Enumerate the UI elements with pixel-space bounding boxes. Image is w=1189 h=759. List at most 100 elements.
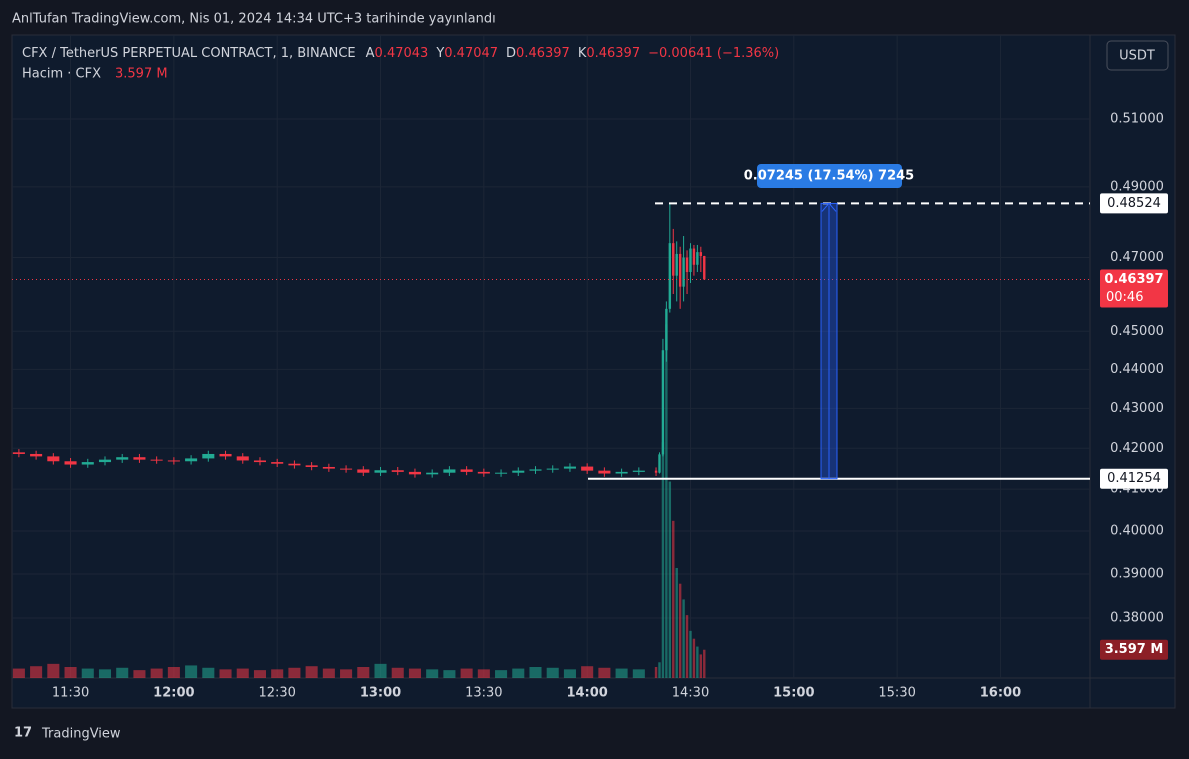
volume-bar	[495, 670, 508, 678]
last-price-tag: 0.46397	[1104, 272, 1163, 287]
volume-bar	[581, 666, 594, 678]
volume-tag: 3.597 M	[1105, 642, 1164, 657]
candle-body	[699, 252, 703, 257]
candle-body	[98, 459, 112, 463]
legend-item: 0.46397	[516, 46, 570, 61]
volume-bar	[357, 666, 370, 678]
candle-body	[167, 460, 180, 462]
legend-item: Y	[435, 46, 444, 61]
volume-bar	[699, 654, 703, 678]
x-tick-label: 13:30	[465, 686, 502, 701]
x-tick-label: 12:00	[153, 686, 194, 701]
candle-body	[443, 469, 456, 473]
volume	[12, 324, 706, 678]
candle-body	[668, 243, 672, 309]
candle-body	[632, 470, 645, 472]
candle-body	[665, 308, 668, 351]
volume-bar	[658, 662, 661, 678]
candle-body	[202, 453, 215, 459]
candle-body	[47, 456, 60, 462]
volume-bar	[529, 666, 542, 678]
currency[interactable]: USDT	[1119, 49, 1155, 64]
measure-label-bg	[757, 164, 902, 188]
last-price-bg	[1100, 269, 1168, 308]
candle-body	[116, 457, 129, 460]
candle-body	[675, 253, 678, 276]
volume-bar	[64, 666, 77, 678]
y-tick-label: 0.38000	[1110, 611, 1164, 626]
header: AnlTufan TradingView.com, Nis 01, 2024 1…	[12, 12, 496, 27]
candle-body	[678, 253, 682, 287]
candle-body	[512, 470, 525, 473]
x-tick-label: 14:30	[672, 686, 709, 701]
volume-bar	[288, 667, 301, 678]
candle-body	[391, 470, 404, 472]
volume-bar	[598, 667, 611, 678]
candle-body	[236, 456, 249, 461]
volume-bar	[98, 669, 112, 678]
volume-bar	[116, 667, 129, 678]
volume-bar	[665, 324, 668, 678]
candle-body	[546, 468, 559, 470]
volume-bar	[374, 663, 387, 678]
x-tick-label: 12:30	[258, 686, 295, 701]
volume-bar	[672, 520, 675, 678]
volume-bar	[703, 649, 706, 678]
volume-bar	[426, 669, 439, 678]
volume-bar	[443, 670, 456, 678]
volume-bar	[632, 669, 645, 678]
candle-body	[703, 255, 706, 280]
volume-bar	[563, 669, 576, 678]
countdown: 00:46	[1106, 290, 1143, 305]
candle-body	[654, 470, 658, 473]
candle-body	[30, 453, 43, 457]
volume-bar	[615, 668, 628, 678]
candle-body	[305, 465, 318, 467]
candle-body	[581, 466, 594, 471]
legend-item: D	[506, 46, 516, 61]
volume-bar	[696, 646, 699, 678]
candle-body	[696, 252, 699, 265]
volume-bar	[12, 668, 25, 678]
volume-bar	[202, 667, 215, 678]
candle-body	[563, 466, 576, 469]
legend-item: 0.46397	[586, 46, 640, 61]
volume-bar	[692, 638, 696, 678]
candle-body	[64, 461, 77, 465]
candle-body	[495, 472, 508, 474]
volume-bar	[271, 669, 284, 678]
candle-body	[340, 468, 353, 470]
volume-bar	[661, 442, 665, 678]
x-tick-label: 15:30	[878, 686, 915, 701]
candle-body	[150, 459, 163, 461]
volume-tag-bg	[1100, 639, 1168, 660]
legend-item: 0.47047	[444, 46, 498, 61]
volume-legend: 3.597 M	[115, 67, 168, 82]
y-tick-label: 0.42000	[1110, 441, 1164, 456]
volume-bar	[460, 668, 473, 678]
candle-body	[219, 453, 232, 457]
volume-bar	[81, 668, 94, 678]
measure-label: 0.07245 (17.54%) 7245	[744, 169, 914, 184]
candle-body	[288, 463, 301, 466]
low-price-tag: 0.41254	[1107, 471, 1161, 486]
candle-body	[658, 454, 661, 473]
overlays: 0.07245 (17.54%) 7245	[12, 164, 1090, 480]
candle-body	[12, 452, 25, 454]
legend-item: 0.47043	[375, 46, 429, 61]
currency-button[interactable]	[1106, 40, 1169, 71]
candle-body	[408, 471, 421, 475]
volume-bar	[391, 667, 404, 678]
volume-bar	[689, 630, 692, 678]
y-tick-label: 0.47000	[1110, 250, 1164, 265]
volume-bar	[322, 668, 335, 678]
candle-body	[374, 470, 387, 473]
x-tick-label: 15:00	[773, 686, 814, 701]
volume-bar	[654, 666, 658, 678]
volume-bar	[47, 663, 60, 678]
candle-body	[357, 469, 370, 473]
volume-bar	[668, 481, 672, 678]
high-price-tag-bg	[1100, 193, 1168, 214]
y-tick-label: 0.49000	[1110, 179, 1164, 194]
brand: TradingView	[41, 727, 121, 742]
